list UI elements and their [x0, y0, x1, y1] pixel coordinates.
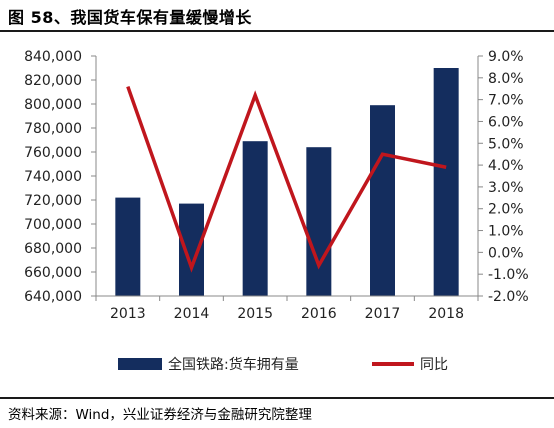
bar	[433, 68, 459, 296]
left-tick-label: 720,000	[24, 193, 82, 209]
right-tick-label: 8.0%	[488, 71, 524, 87]
growth-line	[126, 85, 447, 273]
x-tick-label: 2013	[110, 306, 146, 322]
left-tick-label: 740,000	[24, 169, 82, 185]
right-tick-label: 9.0%	[488, 49, 524, 65]
left-tick-label: 660,000	[24, 265, 82, 281]
right-tick-label: 0.0%	[488, 245, 524, 261]
left-tick-label: 680,000	[24, 241, 82, 257]
left-tick-label: 840,000	[24, 49, 82, 65]
left-tick-label: 640,000	[24, 289, 82, 305]
left-tick-label: 760,000	[24, 145, 82, 161]
right-tick-label: 2.0%	[488, 202, 524, 218]
legend-bar-swatch	[118, 358, 162, 370]
bar	[370, 105, 395, 296]
left-axis-tick-labels: 640,000 660,000 680,000 700,000 720,000 740,0…	[24, 49, 82, 305]
x-tick-label: 2014	[174, 306, 210, 322]
right-tick-label: -1.0%	[488, 267, 529, 283]
left-tick-label: 820,000	[24, 73, 82, 89]
left-tick-label: 800,000	[24, 97, 82, 113]
line-series	[126, 85, 447, 273]
right-tick-label: -2.0%	[488, 289, 529, 305]
bar-series	[115, 68, 459, 296]
right-axis-tick-labels: -2.0% -1.0% 0.0% 1.0% 2.0% 3.0% 4.0% 5.0% 6.0% 7.…	[488, 49, 529, 305]
right-tick-label: 5.0%	[488, 136, 524, 152]
right-tick-label: 3.0%	[488, 180, 524, 196]
chart: 640,000 660,000 680,000 700,000 720,000 740,0…	[24, 49, 529, 373]
bar	[179, 203, 204, 296]
title-divider	[0, 30, 554, 32]
left-tick-label: 700,000	[24, 217, 82, 233]
x-axis-tick-labels: 2013 2014 2015 2016 2017 2018	[110, 306, 464, 322]
source-divider	[0, 397, 554, 399]
right-tick-label: 1.0%	[488, 224, 524, 240]
right-tick-label: 7.0%	[488, 93, 524, 109]
legend-bar-label: 全国铁路:货车拥有量	[168, 356, 299, 373]
bar	[115, 197, 141, 296]
x-tick-label: 2017	[365, 306, 401, 322]
source-note: 资料来源：Wind，兴业证券经济与金融研究院整理	[8, 407, 312, 423]
x-tick-label: 2016	[301, 306, 337, 322]
x-tick-label: 2015	[237, 306, 273, 322]
bar	[306, 147, 332, 296]
x-tick-label: 2018	[428, 306, 464, 322]
left-tick-label: 780,000	[24, 121, 82, 137]
figure-title: 图 58、我国货车保有量缓慢增长	[8, 8, 252, 27]
legend-line-label: 同比	[420, 357, 448, 373]
right-tick-label: 4.0%	[488, 158, 524, 174]
bar	[242, 141, 268, 296]
legend: 全国铁路:货车拥有量 同比	[118, 356, 448, 373]
right-tick-label: 6.0%	[488, 114, 524, 130]
axes	[91, 55, 483, 301]
